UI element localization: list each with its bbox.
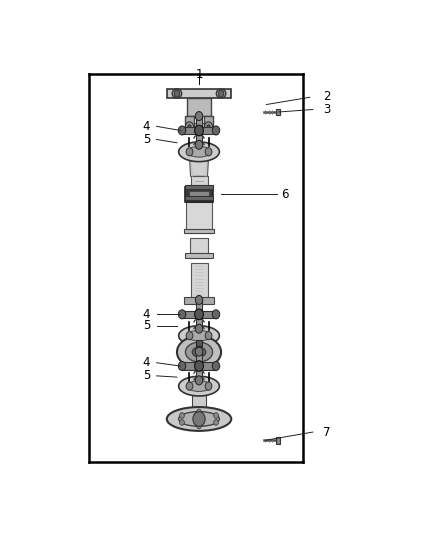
Bar: [185, 253, 212, 258]
Circle shape: [195, 295, 203, 304]
Ellipse shape: [179, 411, 219, 426]
Bar: [182, 127, 216, 134]
Bar: [184, 185, 213, 189]
Circle shape: [214, 413, 219, 418]
Ellipse shape: [192, 347, 206, 357]
Circle shape: [195, 347, 203, 356]
Text: 4: 4: [143, 308, 150, 321]
Text: 5: 5: [143, 369, 150, 382]
Bar: [184, 229, 214, 233]
Circle shape: [195, 376, 203, 385]
Bar: [186, 202, 212, 233]
Bar: [187, 98, 211, 117]
Text: 1: 1: [195, 68, 203, 81]
Circle shape: [205, 148, 212, 156]
Circle shape: [178, 310, 186, 319]
Ellipse shape: [187, 381, 211, 391]
Bar: [276, 109, 280, 115]
Text: 6: 6: [282, 188, 289, 201]
Circle shape: [180, 413, 184, 418]
Bar: [196, 340, 202, 346]
Bar: [191, 263, 208, 298]
Circle shape: [195, 324, 203, 333]
Circle shape: [212, 361, 220, 370]
Ellipse shape: [177, 336, 221, 368]
Circle shape: [195, 111, 203, 120]
Bar: [184, 187, 213, 202]
Polygon shape: [190, 161, 208, 176]
Circle shape: [195, 140, 203, 149]
Circle shape: [193, 411, 205, 426]
Circle shape: [207, 125, 210, 129]
Circle shape: [197, 423, 201, 429]
Circle shape: [186, 332, 193, 340]
Circle shape: [186, 382, 193, 390]
Bar: [276, 437, 280, 443]
Bar: [182, 362, 216, 370]
Circle shape: [212, 126, 220, 135]
Circle shape: [188, 125, 191, 129]
Circle shape: [194, 309, 203, 320]
Circle shape: [178, 361, 186, 370]
Bar: [184, 196, 213, 200]
Bar: [192, 358, 206, 368]
Circle shape: [205, 382, 212, 390]
Bar: [192, 395, 206, 411]
Text: 7: 7: [323, 425, 330, 439]
Circle shape: [194, 125, 203, 136]
Bar: [167, 89, 231, 98]
Text: 3: 3: [323, 103, 330, 116]
Text: 5: 5: [143, 133, 150, 146]
Bar: [190, 238, 208, 258]
Circle shape: [186, 148, 193, 156]
Ellipse shape: [172, 89, 182, 98]
Bar: [185, 117, 194, 131]
Ellipse shape: [216, 89, 226, 98]
Circle shape: [205, 122, 212, 132]
Circle shape: [214, 419, 219, 425]
Bar: [204, 117, 213, 131]
Bar: [189, 191, 209, 198]
Ellipse shape: [187, 147, 211, 157]
Circle shape: [180, 419, 184, 425]
Text: 2: 2: [323, 90, 330, 103]
Bar: [196, 352, 202, 381]
Circle shape: [205, 332, 212, 340]
Bar: [192, 123, 206, 130]
Text: 4: 4: [143, 120, 150, 133]
Ellipse shape: [185, 342, 212, 362]
Circle shape: [197, 409, 201, 415]
Text: 5: 5: [143, 319, 150, 332]
Bar: [191, 176, 208, 187]
Circle shape: [212, 310, 220, 319]
Bar: [196, 116, 202, 145]
Ellipse shape: [167, 407, 231, 431]
Ellipse shape: [187, 330, 211, 341]
Bar: [196, 300, 202, 329]
Circle shape: [178, 126, 186, 135]
Bar: [182, 311, 216, 318]
Circle shape: [174, 90, 180, 97]
Ellipse shape: [179, 142, 219, 161]
Bar: [184, 297, 214, 304]
Ellipse shape: [179, 376, 219, 396]
Bar: [192, 336, 206, 345]
Circle shape: [185, 122, 194, 132]
Ellipse shape: [179, 326, 219, 345]
Text: 4: 4: [143, 356, 150, 369]
Circle shape: [194, 361, 203, 372]
Circle shape: [219, 90, 224, 97]
